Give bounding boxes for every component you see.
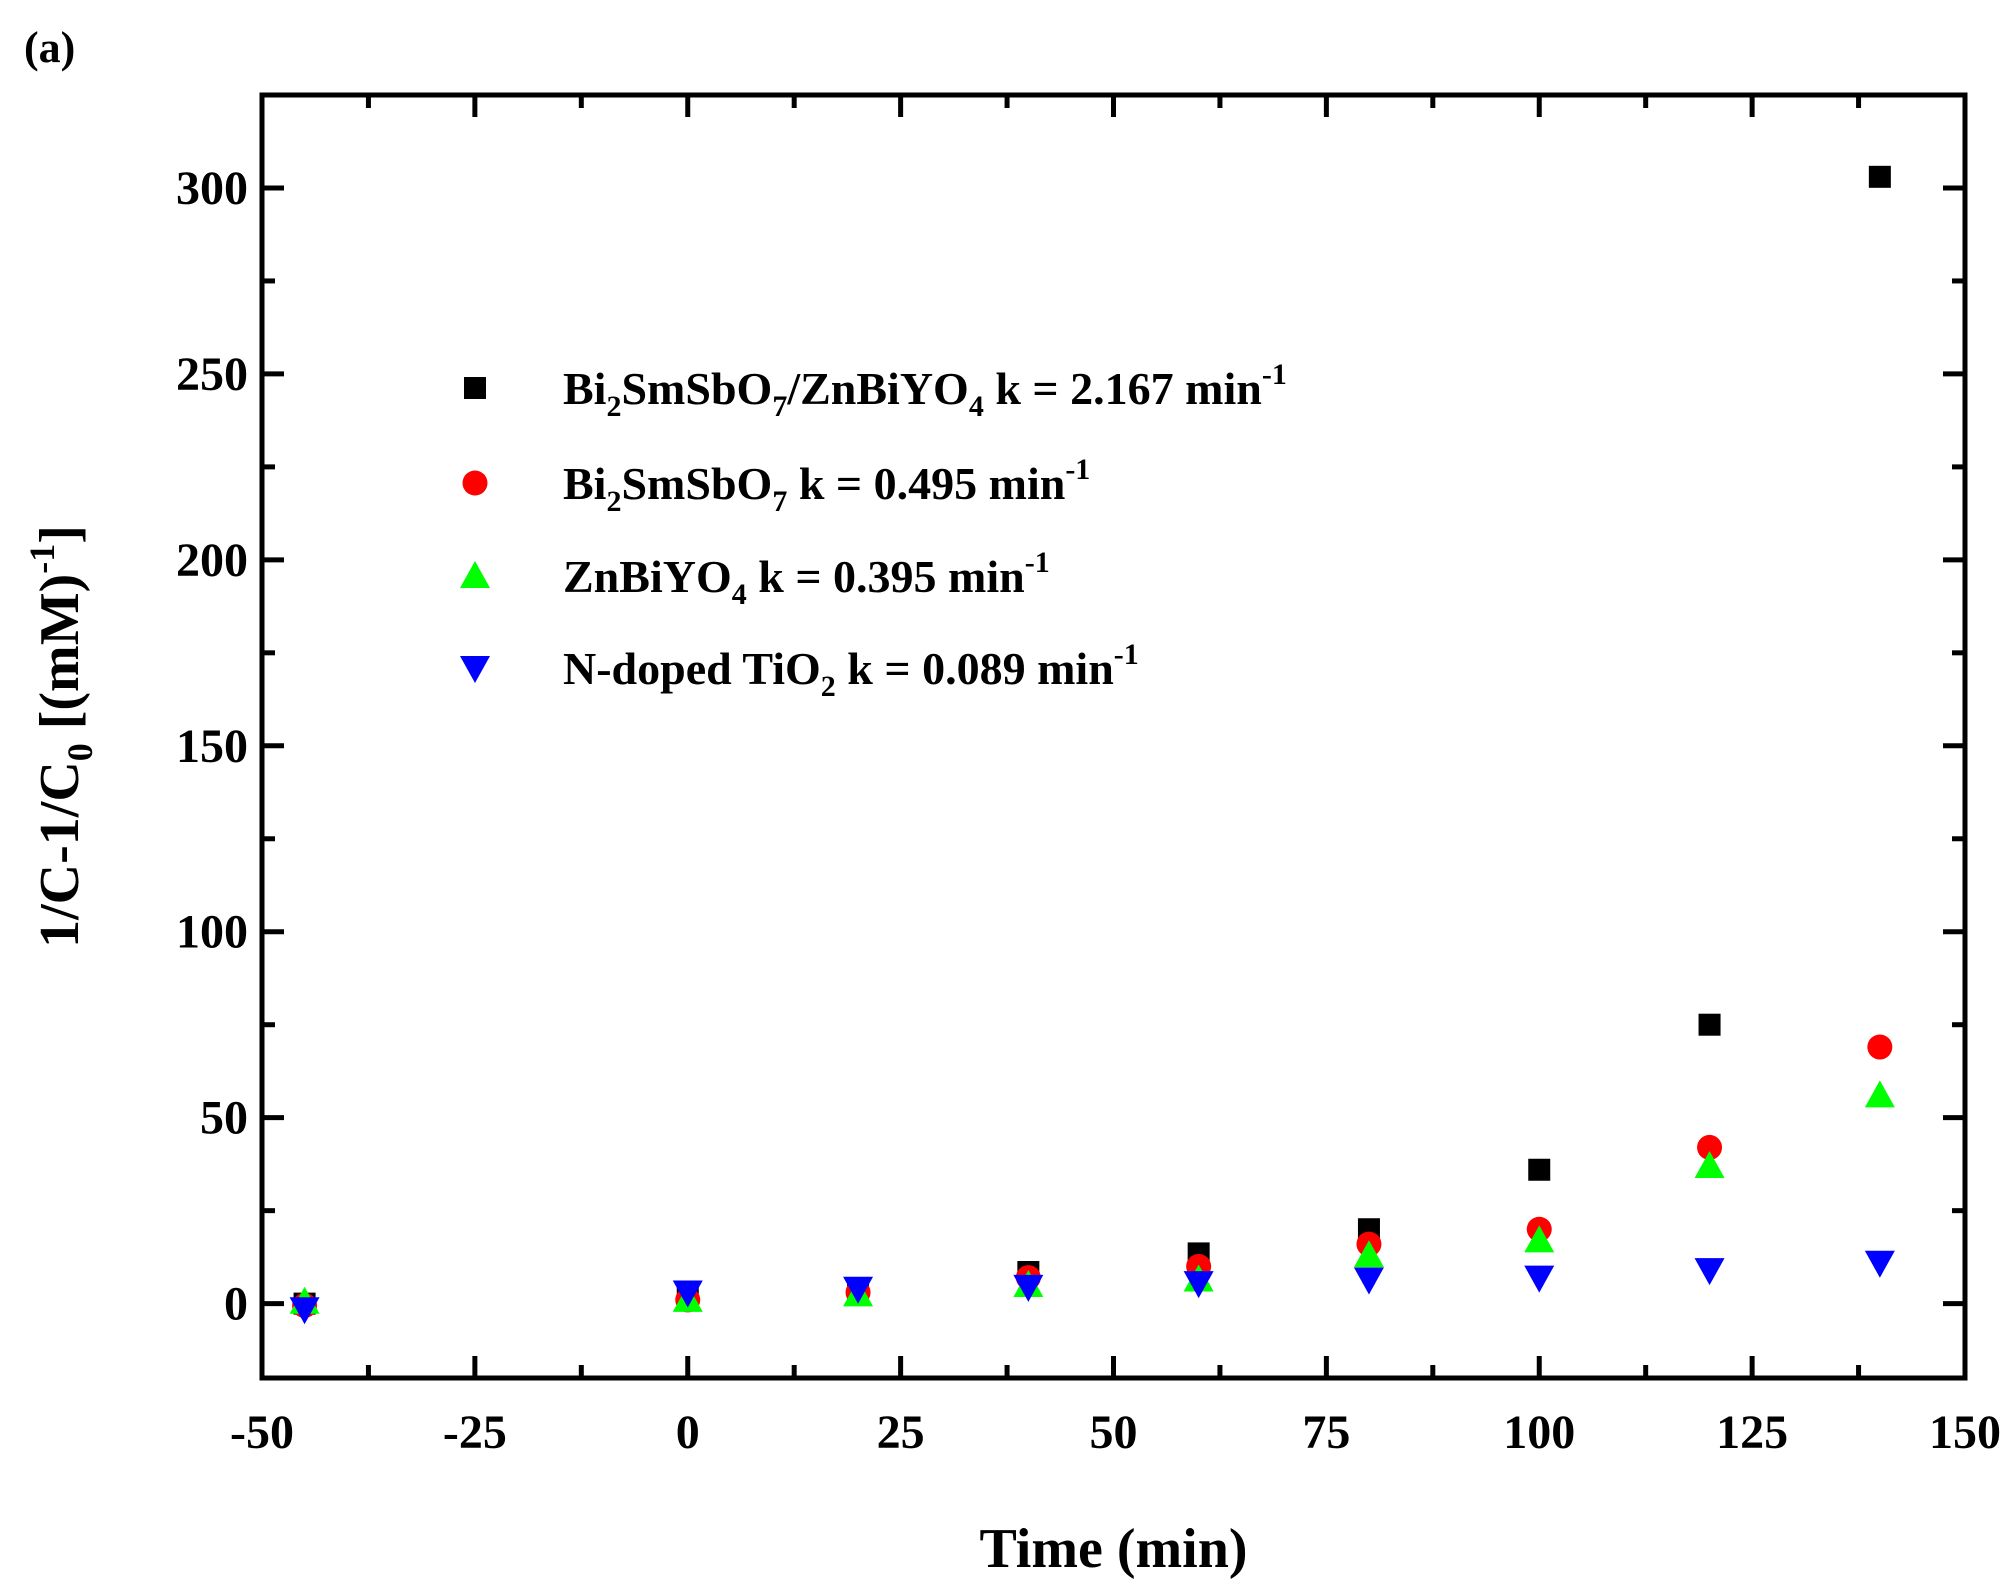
data-point (1864, 1250, 1895, 1278)
data-point (1013, 1274, 1044, 1302)
x-tick-label: -50 (230, 1406, 294, 1459)
series-2 (292, 1034, 1893, 1318)
legend-label: N-doped TiO2 k = 0.089 min-1 (563, 638, 1139, 703)
data-point (1353, 1240, 1384, 1268)
data-point (1183, 1271, 1214, 1299)
data-point (1524, 1265, 1555, 1293)
x-tick-label: 125 (1716, 1406, 1788, 1459)
legend-marker (464, 377, 486, 399)
y-tick-label: 100 (176, 906, 248, 959)
y-tick-label: 300 (176, 162, 248, 215)
y-axis-label: 1/C-1/C0 [(mM)-1] (22, 525, 100, 948)
legend-marker (462, 470, 488, 496)
data-point (1353, 1267, 1384, 1295)
x-tick-label: 50 (1090, 1406, 1138, 1459)
x-tick-label: 100 (1503, 1406, 1575, 1459)
data-point (1868, 165, 1891, 188)
y-tick-label: 200 (176, 534, 248, 587)
data-point (672, 1280, 703, 1308)
x-tick-label: 150 (1929, 1406, 2000, 1459)
series-4 (289, 1250, 1895, 1325)
data-point (843, 1276, 874, 1304)
data-point (1528, 1158, 1551, 1181)
data-point (1694, 1258, 1725, 1286)
data-point (1694, 1151, 1725, 1179)
data-point (1524, 1225, 1555, 1253)
legend-entry-1: Bi2SmSbO7/ZnBiYO4 k = 2.167 min-1 (464, 358, 1287, 423)
x-tick-label: 75 (1302, 1406, 1350, 1459)
legend-entry-3: ZnBiYO4 k = 0.395 min-1 (460, 546, 1050, 611)
x-tick-label: -25 (443, 1406, 507, 1459)
x-tick-label: 25 (877, 1406, 925, 1459)
legend-label: Bi2SmSbO7 k = 0.495 min-1 (563, 453, 1090, 518)
legend-entry-4: N-doped TiO2 k = 0.089 min-1 (460, 638, 1139, 703)
x-axis-label: Time (min) (979, 1518, 1247, 1580)
legend-label: ZnBiYO4 k = 0.395 min-1 (563, 546, 1050, 611)
legend-entry-2: Bi2SmSbO7 k = 0.495 min-1 (462, 453, 1090, 518)
y-tick-label: 50 (200, 1092, 248, 1145)
legend-label: Bi2SmSbO7/ZnBiYO4 k = 2.167 min-1 (563, 358, 1287, 423)
data-point (1698, 1013, 1721, 1036)
series-3 (289, 1080, 1895, 1314)
data-point (1867, 1034, 1893, 1060)
y-tick-label: 150 (176, 720, 248, 773)
y-tick-label: 0 (224, 1278, 248, 1331)
data-point (1697, 1134, 1723, 1160)
data-point (289, 1297, 320, 1325)
legend-marker (460, 656, 490, 683)
series-1 (293, 165, 1891, 1315)
panel-label: (a) (24, 23, 75, 72)
plot-frame (259, 92, 1968, 1381)
y-tick-label: 250 (176, 348, 248, 401)
data-point (1864, 1080, 1895, 1108)
x-tick-label: 0 (676, 1406, 700, 1459)
legend-marker (460, 561, 490, 588)
